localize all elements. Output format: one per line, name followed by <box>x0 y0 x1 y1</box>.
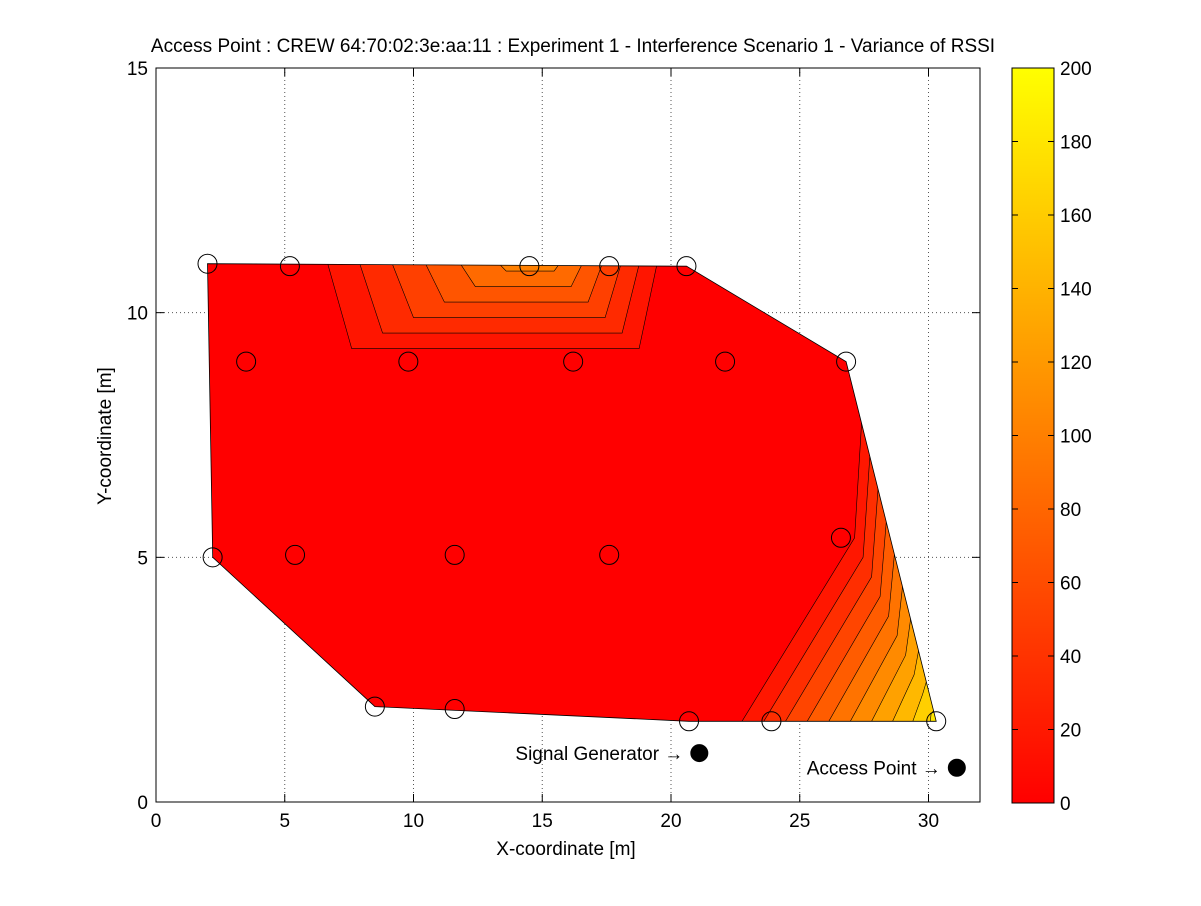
colorbar <box>1011 67 1055 804</box>
colorbar-tick-label: 0 <box>1060 794 1071 815</box>
x-tick-label: 15 <box>532 811 553 832</box>
contour-band <box>862 337 937 722</box>
measurement-point-marker <box>519 256 540 277</box>
x-tick-label: 30 <box>918 811 939 832</box>
source-point-marker <box>947 758 966 777</box>
source-label: Signal Generator → <box>515 744 683 765</box>
colorbar-ticks: 0 20 40 60 80 100 120 140 160 180 200 <box>1012 59 1092 815</box>
measurement-point-marker <box>836 351 857 372</box>
contour-boundary <box>207 263 937 722</box>
contour-band <box>207 263 937 722</box>
measurement-point-marker <box>679 711 700 732</box>
measurement-point-marker <box>715 351 736 372</box>
measurement-point-marker <box>236 351 257 372</box>
measurement-markers <box>197 253 947 732</box>
x-axis-ticks: 0 5 10 15 20 25 30 <box>151 68 939 832</box>
measurement-point-marker <box>563 351 584 372</box>
y-tick-label: 0 <box>137 793 148 814</box>
measurement-point-marker <box>279 256 300 277</box>
x-tick-label: 0 <box>151 811 162 832</box>
y-tick-label: 15 <box>127 59 148 80</box>
y-tick-label: 5 <box>137 548 148 569</box>
measurement-point-marker <box>444 699 465 720</box>
colorbar-tick-label: 80 <box>1060 500 1081 521</box>
contour-band <box>906 337 937 722</box>
measurement-point-marker <box>202 547 223 568</box>
measurement-point-marker <box>761 711 782 732</box>
chart-title: Access Point : CREW 64:70:02:3e:aa:11 : … <box>151 36 995 57</box>
y-axis-label: Y-coordinate [m] <box>95 367 116 505</box>
measurement-point-marker <box>599 256 620 277</box>
x-tick-label: 5 <box>279 811 290 832</box>
measurement-point-marker <box>285 544 306 565</box>
colorbar-tick-label: 140 <box>1060 280 1092 301</box>
source-markers: Signal Generator → Access Point → <box>515 744 966 780</box>
x-tick-label: 25 <box>789 811 810 832</box>
contour-band <box>884 337 937 722</box>
contour-band <box>928 337 937 722</box>
source-point-marker <box>690 744 709 763</box>
colorbar-tick-label: 160 <box>1060 206 1092 227</box>
x-axis-label: X-coordinate [m] <box>496 839 635 860</box>
measurement-point-marker <box>197 253 218 274</box>
measurement-point-marker <box>926 711 947 732</box>
y-tick-label: 10 <box>127 304 148 325</box>
colorbar-tick-label: 120 <box>1060 353 1092 374</box>
contour-band <box>443 263 595 287</box>
measurement-point-marker <box>599 544 620 565</box>
source-label: Access Point → <box>807 759 941 780</box>
colorbar-tick-label: 180 <box>1060 133 1092 154</box>
measurement-point-marker <box>676 256 697 277</box>
colorbar-tick-label: 60 <box>1060 574 1081 595</box>
colorbar-tick-label: 20 <box>1060 721 1081 742</box>
x-tick-label: 10 <box>403 811 424 832</box>
colorbar-tick-label: 40 <box>1060 647 1081 668</box>
colorbar-tick-label: 200 <box>1060 59 1092 80</box>
measurement-point-marker <box>830 527 851 548</box>
colorbar-tick-label: 100 <box>1060 427 1092 448</box>
contour-band <box>474 263 578 272</box>
y-axis-ticks: 0 5 10 15 <box>127 59 980 814</box>
x-tick-label: 20 <box>660 811 681 832</box>
measurement-point-marker <box>364 696 385 717</box>
measurement-point-marker <box>398 351 419 372</box>
plot-frame <box>155 67 981 803</box>
measurement-point-marker <box>444 544 465 565</box>
